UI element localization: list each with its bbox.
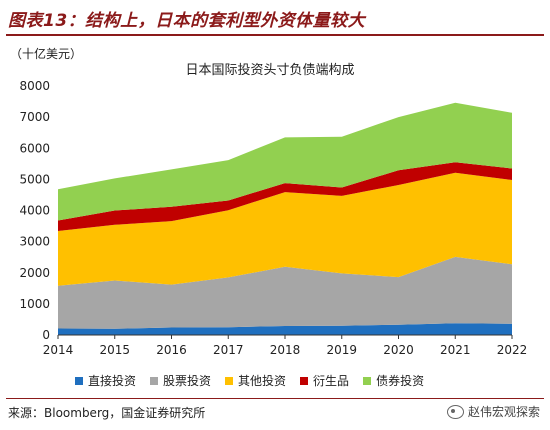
legend-label: 衍生品	[313, 374, 350, 388]
axes-group: 0 1000 2000 3000 4000 5000 6000 7000 8000 2014 201…	[19, 79, 527, 357]
legend-swatch	[300, 376, 309, 385]
x-tick-label: 2018	[270, 343, 301, 357]
chart-title: 日本国际投资头寸负债端构成	[185, 62, 354, 78]
x-tick-label: 2021	[440, 343, 471, 357]
legend-item: 直接投资	[75, 372, 136, 389]
footer-divider	[6, 398, 544, 399]
legend-swatch	[225, 376, 234, 385]
legend-item: 其他投资	[225, 372, 286, 389]
y-tick-label: 7000	[19, 110, 50, 124]
legend-item: 股票投资	[150, 372, 211, 389]
area-series-group	[58, 102, 512, 335]
y-tick-label: 0	[42, 328, 50, 342]
y-tick-label: 4000	[19, 204, 50, 218]
x-tick-label: 2016	[156, 343, 187, 357]
x-tick-label: 2020	[383, 343, 414, 357]
x-tick-label: 2017	[213, 343, 244, 357]
legend-swatch	[75, 376, 83, 385]
legend-label: 股票投资	[163, 374, 212, 388]
y-tick-label: 2000	[19, 266, 50, 280]
x-tick-label: 2019	[326, 343, 357, 357]
legend-label: 其他投资	[238, 374, 287, 388]
source-note: 来源：Bloomberg，国金证券研究所	[8, 406, 206, 420]
legend-swatch	[363, 376, 372, 385]
legend-label: 直接投资	[88, 374, 137, 388]
wechat-icon	[446, 404, 464, 419]
y-tick-label: 6000	[19, 141, 50, 155]
area-series-3	[58, 172, 512, 286]
unit-label: （十亿美元）	[10, 46, 82, 61]
area-series-4	[58, 162, 512, 231]
watermark: 赵伟宏观探索	[446, 403, 540, 420]
stacked-area-chart: （十亿美元） 日本国际投资头寸负债端构成 0 1000 2000 3000 4000 50…	[10, 46, 527, 357]
area-series-2	[58, 256, 512, 329]
legend-item: 衍生品	[300, 372, 349, 389]
legend-label: 债券投资	[376, 374, 425, 388]
y-tick-label: 8000	[19, 79, 50, 93]
y-tick-label: 3000	[19, 235, 50, 249]
legend-item: 债券投资	[363, 372, 424, 389]
chart-legend: 直接投资 股票投资 其他投资 衍生品 债券投资	[75, 372, 438, 389]
figure-title: 图表13：结构上，日本的套利型外资体量较大	[8, 11, 366, 31]
x-tick-label: 2022	[497, 343, 528, 357]
x-tick-label: 2015	[99, 343, 130, 357]
watermark-text: 赵伟宏观探索	[467, 405, 540, 419]
y-tick-label: 5000	[19, 172, 50, 186]
x-tick-label: 2014	[43, 343, 74, 357]
title-divider	[6, 34, 544, 36]
area-series-5	[58, 102, 512, 221]
y-tick-label: 1000	[19, 297, 50, 311]
area-series-1	[58, 323, 512, 335]
legend-swatch	[150, 376, 159, 385]
